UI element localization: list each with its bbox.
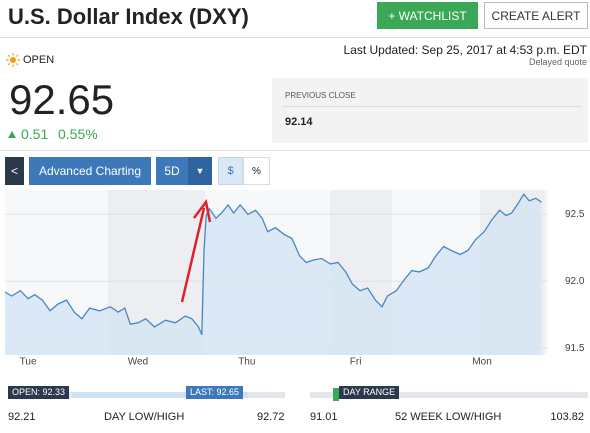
dollar-button[interactable]: $: [218, 157, 243, 185]
period-button[interactable]: 5D: [156, 157, 188, 185]
divider: [282, 106, 582, 107]
back-button[interactable]: <: [5, 157, 24, 185]
week-range-label: 52 WEEK LOW/HIGH: [395, 411, 502, 423]
up-arrow: [8, 131, 16, 138]
x-tick-label: Fri: [350, 357, 362, 368]
x-tick-label: Thu: [238, 357, 255, 368]
last-updated: Last Updated: Sep 25, 2017 at 4:53 p.m. …: [343, 43, 588, 57]
last-tag: LAST: 92.65: [186, 386, 244, 399]
day-high: 92.72: [257, 411, 285, 423]
sun-icon: [6, 53, 20, 67]
price-line: [4, 193, 542, 336]
week-low: 91.01: [310, 411, 338, 423]
week-high: 103.82: [550, 411, 584, 423]
page-title: U.S. Dollar Index (DXY): [8, 4, 249, 29]
annotation-arrow: [180, 199, 212, 303]
advanced-charting-button[interactable]: Advanced Charting: [29, 157, 151, 185]
prev-close: 92.14: [285, 116, 313, 128]
prev-close-box: [272, 78, 588, 143]
x-tick-label: Tue: [20, 357, 37, 368]
y-tick-label: 91.5: [565, 343, 585, 354]
x-tick-label: Wed: [128, 357, 148, 368]
x-tick-label: Mon: [472, 357, 491, 368]
watchlist-button[interactable]: + WATCHLIST: [377, 2, 478, 29]
price: 92.65: [9, 76, 115, 123]
percent-button[interactable]: %: [243, 157, 270, 185]
day-range-label: DAY LOW/HIGH: [104, 411, 185, 423]
change-percent: 0.55%: [58, 126, 98, 142]
y-tick-label: 92.0: [565, 276, 585, 287]
day-range-tag: DAY RANGE: [339, 386, 400, 399]
area: [5, 194, 542, 355]
y-tick-label: 92.5: [565, 209, 585, 220]
divider: [0, 37, 590, 38]
open-tag: OPEN: 92.33: [8, 386, 70, 399]
week-range-track: [310, 392, 588, 398]
divider: [0, 150, 590, 151]
day-low: 92.21: [8, 411, 36, 423]
change: 0.51: [21, 126, 49, 142]
create-alert-button[interactable]: CREATE ALERT: [484, 2, 588, 29]
period-dropdown[interactable]: ▼: [188, 157, 212, 185]
day-range-fill: [72, 392, 248, 398]
market-status: OPEN: [23, 54, 55, 66]
week-range-marker: [333, 388, 339, 401]
prev-close-label: PREVIOUS CLOSE: [285, 91, 356, 100]
delayed-note: Delayed quote: [528, 57, 587, 67]
